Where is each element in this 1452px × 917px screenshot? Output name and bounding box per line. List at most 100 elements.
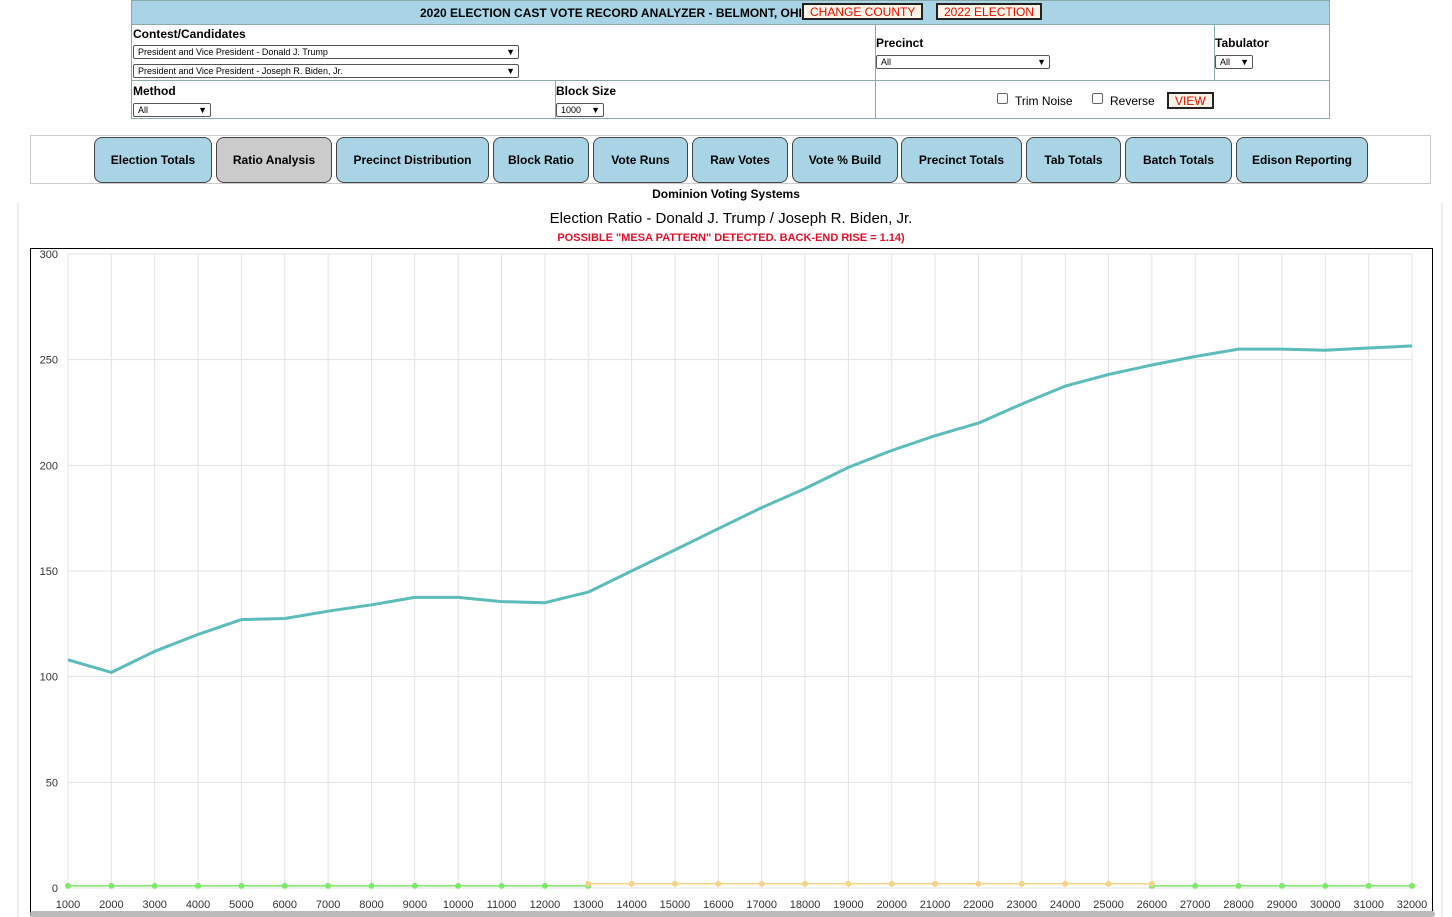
tab-vote-runs[interactable]: Vote Runs: [593, 137, 688, 183]
plot-frame: [30, 248, 1433, 916]
election-2022-button[interactable]: 2022 ELECTION: [936, 3, 1043, 20]
data-point: [1148, 880, 1155, 887]
x-tick-label: 21000: [920, 899, 951, 911]
data-point: [238, 882, 245, 889]
x-tick-label: 5000: [229, 899, 253, 911]
x-tick-label: 17000: [746, 899, 777, 911]
x-tick-label: 11000: [487, 899, 517, 911]
tabulator-value: All: [1220, 57, 1231, 67]
chevron-down-icon: ▼: [1240, 57, 1249, 67]
horizontal-scrollbar[interactable]: [30, 911, 1435, 917]
data-point: [1409, 882, 1415, 889]
precinct-label: Precinct: [876, 36, 924, 50]
tab-edison-reporting[interactable]: Edison Reporting: [1236, 137, 1368, 183]
x-tick-label: 6000: [273, 899, 297, 911]
block-size-select[interactable]: 1000 ▼: [556, 103, 604, 117]
chart-subtitle: POSSIBLE "MESA PATTERN" DETECTED. BACK-E…: [557, 232, 905, 244]
x-tick-label: 28000: [1223, 899, 1254, 911]
x-tick-label: 26000: [1137, 899, 1168, 911]
data-point: [65, 882, 71, 889]
method-select[interactable]: All ▼: [133, 103, 211, 117]
data-point: [1235, 882, 1242, 889]
tab-ratio-analysis[interactable]: Ratio Analysis: [216, 137, 332, 183]
precinct-select[interactable]: All ▼: [876, 55, 1050, 69]
data-point: [628, 880, 635, 887]
data-point: [325, 882, 332, 889]
analysis-tabs: Election Totals Ratio Analysis Precinct …: [30, 135, 1431, 184]
x-tick-label: 2000: [99, 899, 123, 911]
chevron-down-icon: ▼: [591, 105, 600, 115]
tab-block-ratio[interactable]: Block Ratio: [493, 137, 589, 183]
page-title: 2020 ELECTION CAST VOTE RECORD ANALYZER …: [420, 6, 812, 20]
chevron-down-icon: ▼: [506, 47, 515, 57]
reverse-checkbox[interactable]: [1092, 93, 1103, 104]
chevron-down-icon: ▼: [1037, 57, 1046, 67]
x-tick-label: 1000: [56, 899, 80, 911]
candidate2-select[interactable]: President and Vice President - Joseph R.…: [133, 64, 519, 78]
x-tick-label: 3000: [142, 899, 166, 911]
tab-precinct-distribution[interactable]: Precinct Distribution: [336, 137, 489, 183]
tab-election-totals[interactable]: Election Totals: [94, 137, 212, 183]
data-point: [585, 880, 592, 887]
data-point: [281, 882, 288, 889]
reverse-label: Reverse: [1110, 94, 1155, 108]
x-tick-label: 10000: [443, 899, 474, 911]
y-tick-label: 250: [40, 355, 58, 367]
data-point: [758, 880, 765, 887]
header-bar: 2020 ELECTION CAST VOTE RECORD ANALYZER …: [132, 1, 1329, 25]
tab-vote-percent-build[interactable]: Vote % Build: [792, 137, 898, 183]
data-point: [975, 880, 982, 887]
data-point: [671, 880, 678, 887]
data-point: [1322, 882, 1329, 889]
chevron-down-icon: ▼: [506, 66, 515, 76]
vendor-label: Dominion Voting Systems: [652, 187, 800, 201]
data-point: [411, 882, 418, 889]
trim-noise-label: Trim Noise: [1015, 94, 1073, 108]
data-point: [1278, 882, 1285, 889]
analyzer-header: 2020 ELECTION CAST VOTE RECORD ANALYZER …: [131, 0, 1330, 119]
data-point: [151, 882, 158, 889]
x-tick-label: 29000: [1267, 899, 1298, 911]
data-point: [932, 880, 939, 887]
candidate2-value: President and Vice President - Joseph R.…: [138, 66, 343, 76]
data-point: [498, 882, 505, 889]
trim-noise-checkbox[interactable]: [997, 93, 1008, 104]
tabulator-select[interactable]: All ▼: [1215, 55, 1253, 69]
candidate1-select[interactable]: President and Vice President - Donald J.…: [133, 45, 519, 59]
method-label: Method: [133, 84, 176, 98]
candidate1-value: President and Vice President - Donald J.…: [138, 47, 328, 57]
y-tick-label: 50: [46, 777, 58, 789]
x-tick-label: 4000: [186, 899, 210, 911]
x-tick-label: 23000: [1007, 899, 1038, 911]
data-point: [802, 880, 809, 887]
data-point: [715, 880, 722, 887]
x-tick-label: 19000: [833, 899, 864, 911]
x-tick-label: 8000: [359, 899, 383, 911]
change-county-button[interactable]: CHANGE COUNTY: [802, 3, 924, 20]
x-tick-label: 20000: [876, 899, 907, 911]
tabulator-label: Tabulator: [1215, 36, 1269, 50]
chevron-down-icon: ▼: [198, 105, 207, 115]
view-button[interactable]: VIEW: [1167, 92, 1214, 109]
divider: [875, 24, 876, 119]
data-point: [108, 882, 115, 889]
tab-precinct-totals[interactable]: Precinct Totals: [901, 137, 1022, 183]
data-point: [1365, 882, 1372, 889]
data-point: [1105, 880, 1112, 887]
contest-label: Contest/Candidates: [133, 27, 246, 41]
data-point: [195, 882, 202, 889]
x-tick-label: 27000: [1180, 899, 1211, 911]
y-tick-label: 100: [40, 672, 58, 684]
chart-title: Election Ratio - Donald J. Trump / Josep…: [549, 210, 913, 227]
tab-batch-totals[interactable]: Batch Totals: [1125, 137, 1232, 183]
x-tick-label: 15000: [660, 899, 691, 911]
y-tick-label: 0: [52, 883, 58, 895]
tab-raw-votes[interactable]: Raw Votes: [692, 137, 788, 183]
tab-tab-totals[interactable]: Tab Totals: [1026, 137, 1121, 183]
method-value: All: [138, 105, 149, 115]
data-point: [1018, 880, 1025, 887]
x-tick-label: 12000: [530, 899, 561, 911]
x-tick-label: 7000: [316, 899, 340, 911]
y-tick-label: 300: [40, 249, 58, 261]
